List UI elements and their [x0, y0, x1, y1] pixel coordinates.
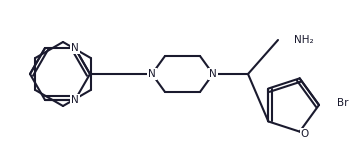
Text: O: O [301, 129, 309, 139]
Text: Br: Br [337, 98, 348, 108]
Text: N: N [71, 95, 79, 105]
Text: NH₂: NH₂ [294, 35, 314, 45]
Text: N: N [209, 69, 217, 79]
Text: N: N [148, 69, 156, 79]
Text: N: N [71, 43, 79, 53]
